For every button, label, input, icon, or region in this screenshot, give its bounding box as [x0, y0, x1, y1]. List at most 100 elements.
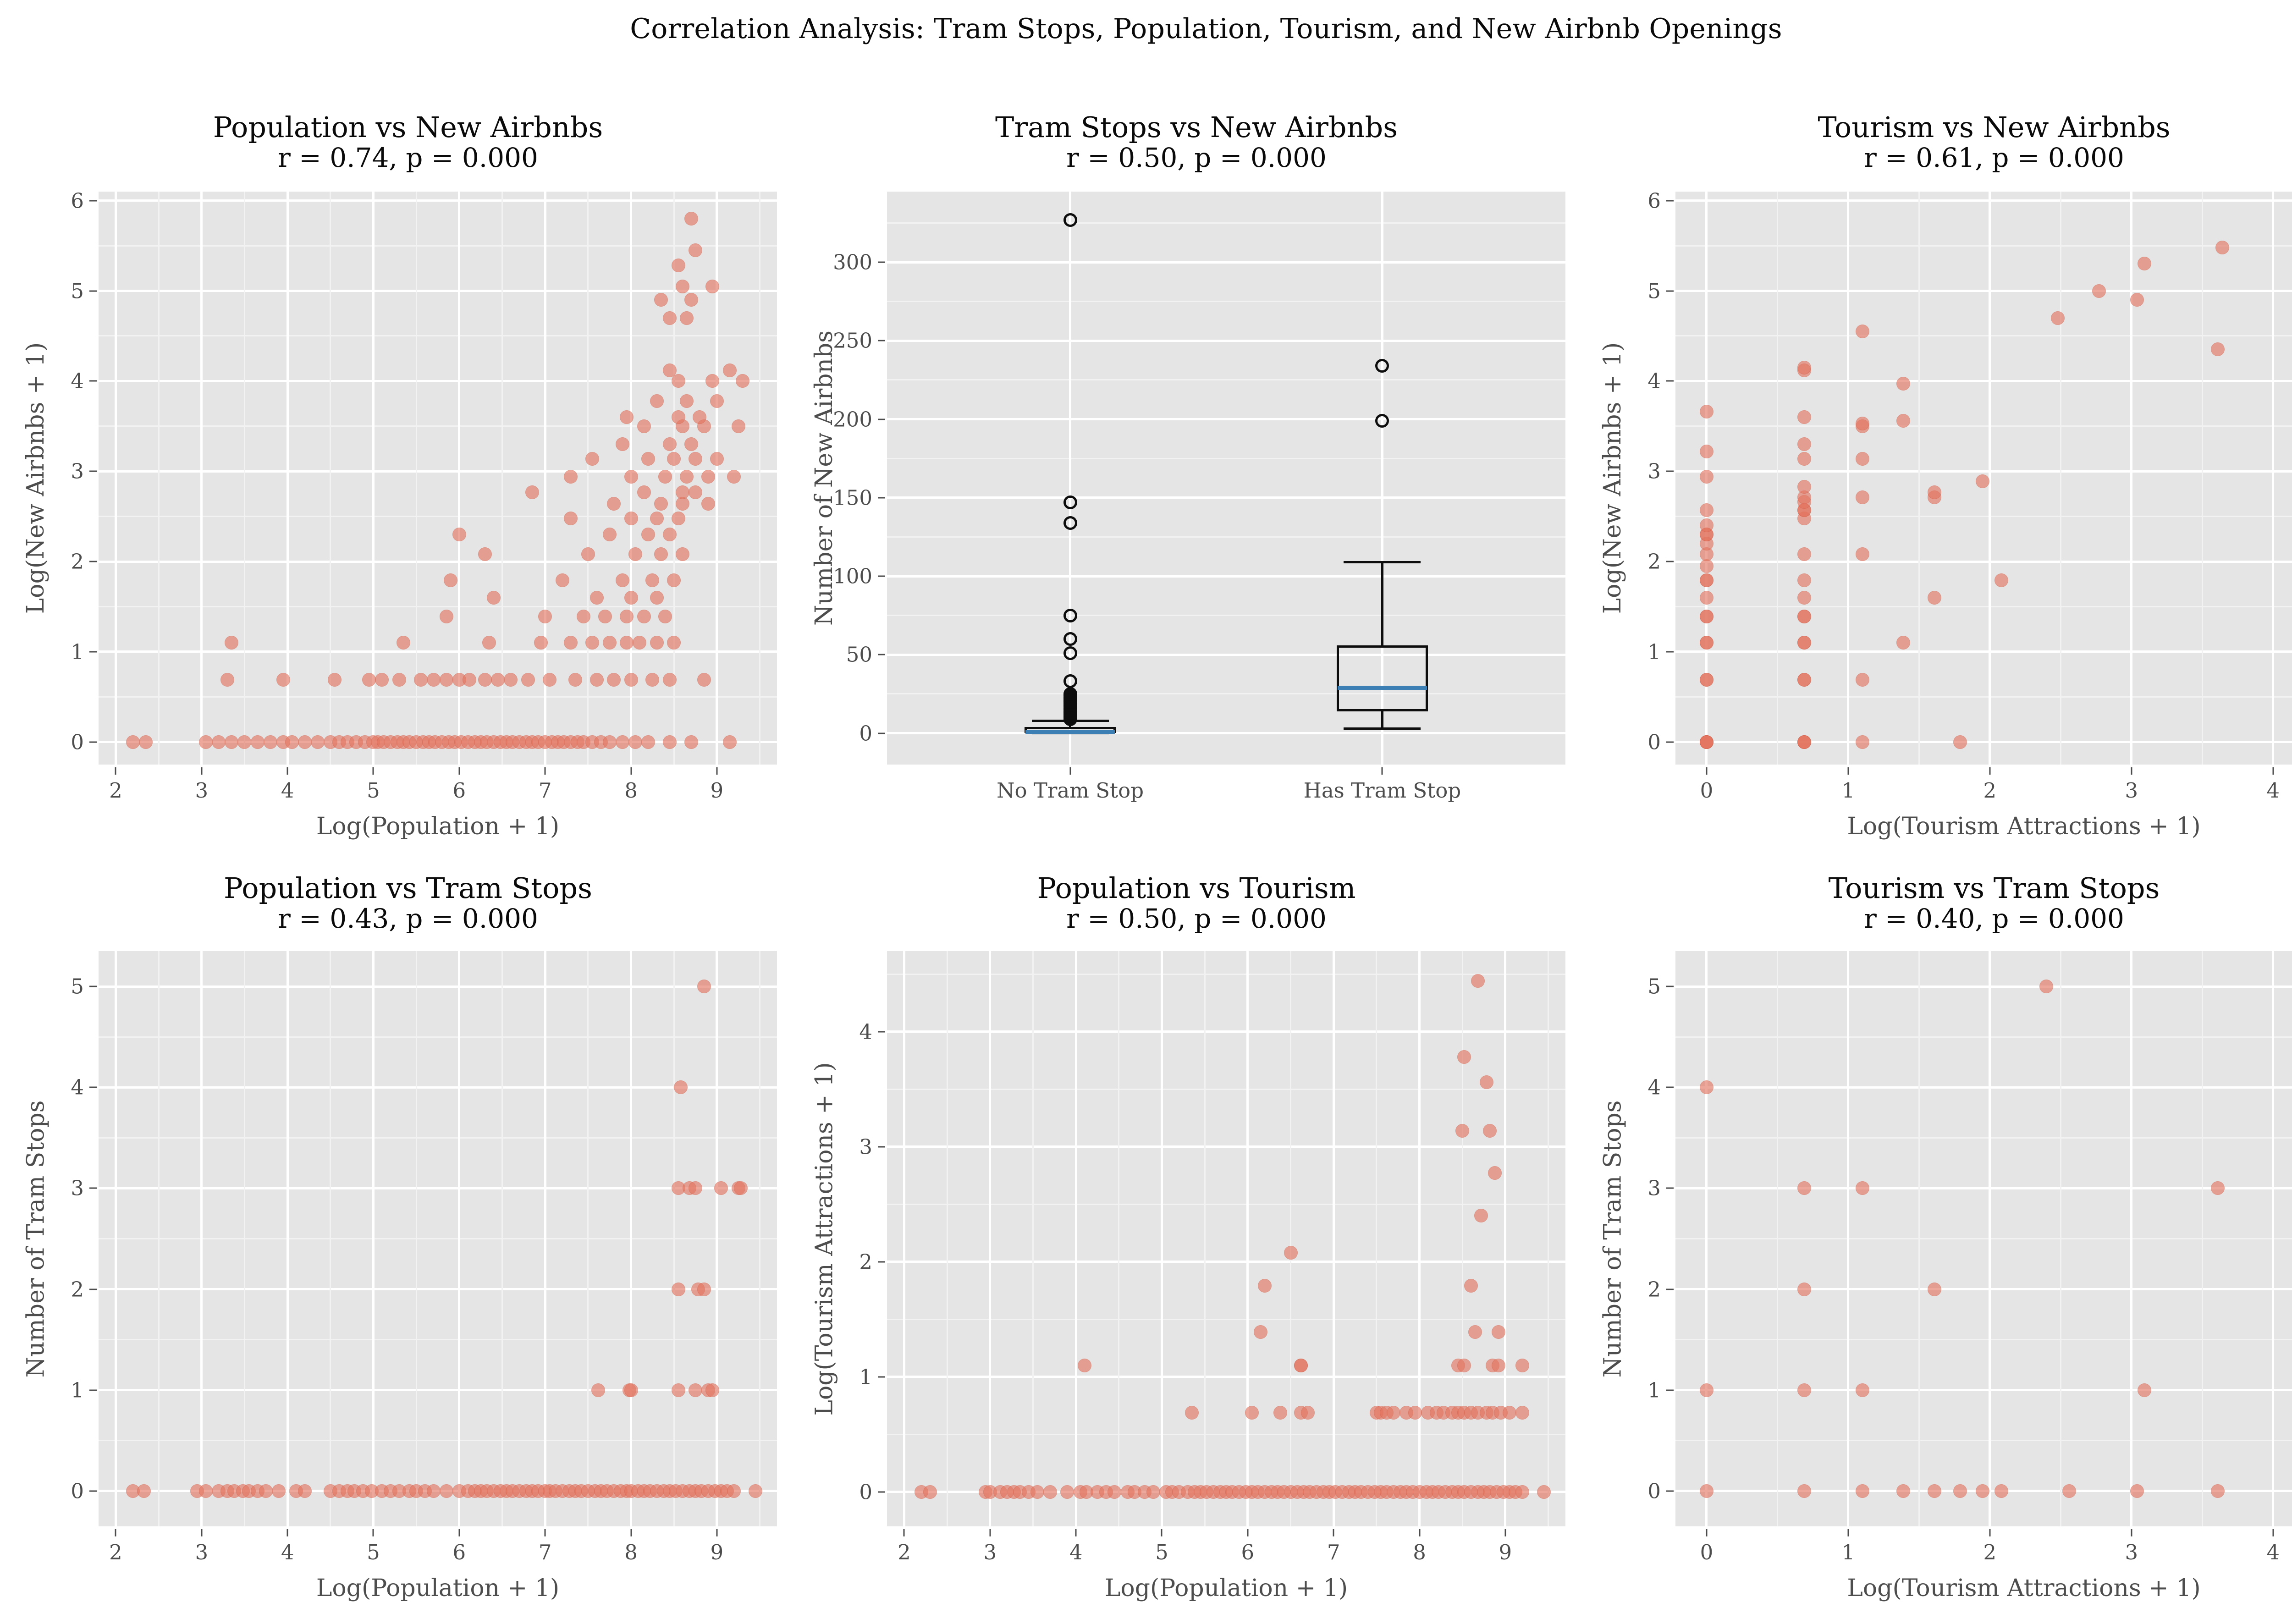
x-axis-tick-mark	[1989, 1529, 1991, 1536]
scatter-point	[199, 735, 213, 749]
x-axis-tick-label: 9	[1499, 1540, 1512, 1564]
gridline-vertical	[1989, 951, 1991, 1526]
scatter-point	[701, 470, 716, 484]
gridline-vertical-minor	[1918, 192, 1920, 765]
gridline-vertical	[1381, 192, 1383, 765]
boxplot-outlier	[1063, 213, 1077, 227]
scatter-point	[439, 1484, 453, 1498]
x-axis-tick-mark	[1381, 767, 1383, 775]
x-axis-category-label: No Tram Stop	[997, 778, 1144, 803]
x-axis-title: Log(Tourism Attractions + 1)	[1847, 1574, 2201, 1602]
x-axis-tick-label: 4	[2266, 1540, 2280, 1564]
gridline-horizontal-minor	[887, 693, 1565, 695]
x-axis-tick-mark	[2131, 1529, 2132, 1536]
scatter-point	[2211, 342, 2225, 357]
gridline-horizontal	[99, 985, 777, 988]
scatter-point	[684, 212, 698, 226]
y-axis-tick-mark	[89, 1288, 97, 1290]
scatter-point	[444, 573, 458, 588]
panel-title-tourism-vs-tram-stops: Tourism vs Tram Stops r = 0.40, p = 0.000	[1595, 873, 2292, 934]
y-axis-tick-label: 5	[71, 279, 84, 303]
y-axis-tick-mark	[89, 470, 97, 472]
x-axis-tick-mark	[630, 1529, 632, 1536]
scatter-point	[2137, 1383, 2151, 1397]
y-axis-tick-mark	[89, 1187, 97, 1189]
scatter-point	[1928, 485, 1942, 499]
scatter-point	[1464, 1279, 1478, 1293]
scatter-point	[1077, 1358, 1091, 1372]
x-axis-tick-label: 0	[1700, 778, 1713, 803]
scatter-point	[1471, 974, 1485, 988]
y-axis-tick-label: 2	[71, 549, 84, 574]
y-axis-tick-mark	[1666, 1187, 1674, 1189]
scatter-point	[671, 1383, 685, 1397]
panel-title-text: Population vs Tram Stops	[224, 871, 592, 905]
scatter-point	[276, 672, 290, 687]
scatter-point	[1699, 470, 1713, 484]
scatter-point	[624, 672, 638, 687]
scatter-point	[628, 735, 642, 749]
panel-title-text: Population vs New Airbnbs	[213, 110, 603, 144]
scatter-point	[722, 735, 737, 749]
x-axis-tick-label: 3	[2125, 1540, 2138, 1564]
scatter-point	[1797, 1383, 1812, 1397]
gridline-vertical-minor	[330, 192, 331, 765]
scatter-point	[1855, 547, 1869, 562]
scatter-point	[452, 528, 466, 542]
y-axis-tick-label: 5	[71, 974, 84, 999]
x-axis-tick-mark	[458, 1529, 460, 1536]
scatter-point	[674, 1080, 688, 1095]
scatter-point	[722, 363, 737, 377]
gridline-vertical	[544, 192, 546, 765]
gridline-horizontal-minor	[887, 457, 1565, 459]
scatter-point	[310, 735, 325, 749]
scatter-point	[564, 636, 578, 650]
boxplot-outlier	[1063, 674, 1077, 688]
scatter-point	[2211, 1181, 2225, 1195]
gridline-horizontal-minor	[99, 425, 777, 427]
gridline-horizontal	[99, 380, 777, 382]
scatter-point	[1797, 610, 1812, 624]
scatter-point	[1953, 1484, 1967, 1498]
y-axis-tick-mark	[89, 651, 97, 653]
scatter-point	[689, 451, 703, 466]
plot-area-population-vs-tourism	[887, 951, 1565, 1526]
x-axis-tick-mark	[1161, 1529, 1163, 1536]
gridline-horizontal-minor	[1675, 425, 2292, 427]
scatter-point	[1797, 437, 1812, 451]
scatter-point	[749, 1484, 763, 1498]
gridline-horizontal-minor	[99, 1440, 777, 1442]
gridline-horizontal-minor	[99, 606, 777, 607]
y-axis-tick-mark	[1666, 200, 1674, 202]
x-axis-tick-label: 8	[624, 1540, 638, 1564]
y-axis-tick-label: 1	[71, 1378, 84, 1403]
scatter-point	[1797, 735, 1812, 749]
x-axis-tick-label: 7	[538, 778, 552, 803]
y-axis-tick-mark	[1666, 651, 1674, 653]
gridline-vertical	[716, 192, 718, 765]
scatter-point	[1030, 1485, 1044, 1499]
y-axis-title: Number of Tram Stops	[1599, 1100, 1626, 1378]
x-axis-tick-label: 8	[1413, 1540, 1426, 1564]
scatter-point	[1455, 1123, 1470, 1138]
x-axis-tick-mark	[544, 767, 546, 775]
gridline-vertical	[200, 951, 203, 1526]
y-axis-tick-mark	[1666, 985, 1674, 987]
scatter-point	[1976, 474, 1990, 488]
gridline-vertical-minor	[1776, 951, 1778, 1526]
scatter-point	[598, 610, 612, 624]
figure-title: Correlation Analysis: Tram Stops, Popula…	[630, 13, 1782, 45]
x-axis-title: Log(Population + 1)	[316, 1574, 560, 1602]
x-axis-tick-label: 3	[195, 1540, 209, 1564]
y-axis-tick-label: 0	[1647, 730, 1661, 754]
scatter-point	[602, 636, 617, 650]
gridline-horizontal	[887, 339, 1565, 342]
scatter-point	[654, 293, 668, 307]
y-axis-title: Log(New Airbnbs + 1)	[22, 342, 50, 614]
gridline-horizontal	[887, 575, 1565, 578]
x-axis-tick-mark	[716, 767, 718, 775]
boxplot-whisker-lower	[1381, 711, 1383, 729]
gridline-horizontal	[1675, 290, 2292, 292]
scatter-point	[1699, 1383, 1713, 1397]
